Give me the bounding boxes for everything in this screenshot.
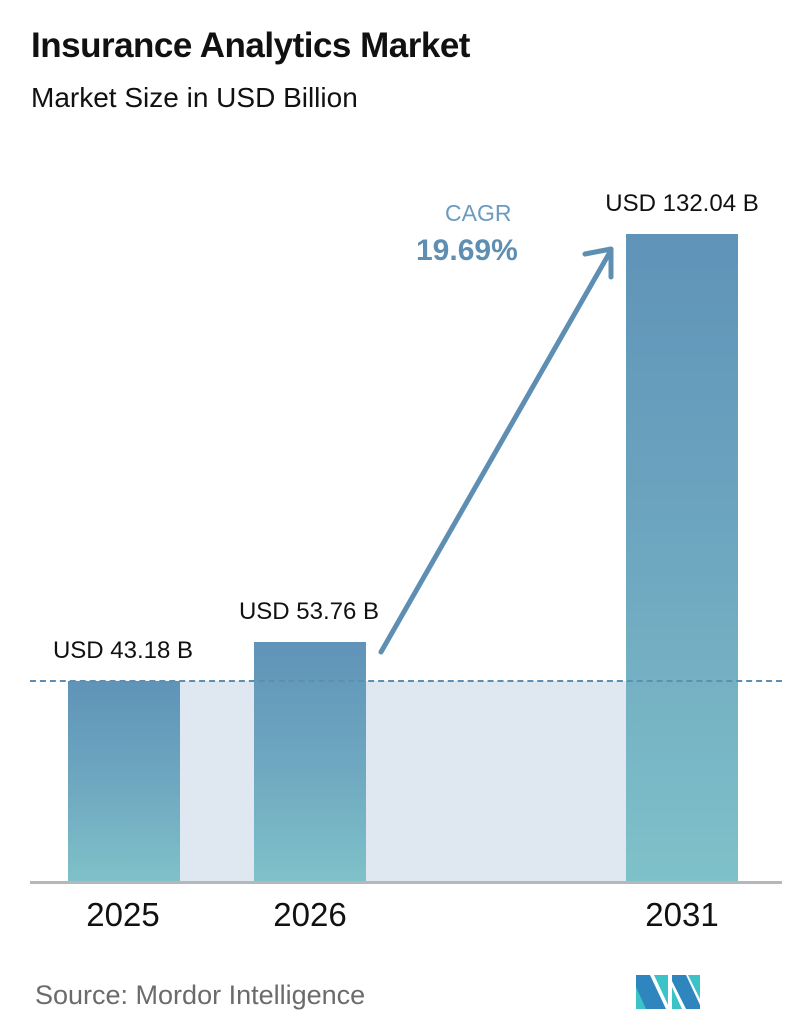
value-label-2031: USD 132.04 B — [605, 190, 759, 217]
bar-2026 — [254, 642, 366, 882]
bar-2031 — [626, 234, 738, 882]
bar-2025 — [68, 681, 180, 882]
chart-title: Insurance Analytics Market — [31, 26, 470, 65]
x-tick-2025: 2025 — [86, 896, 160, 933]
cagr-value: 19.69% — [416, 234, 518, 267]
cagr-label: CAGR — [445, 200, 512, 226]
x-tick-2031: 2031 — [645, 896, 719, 933]
mordor-intelligence-logo-icon — [636, 975, 700, 1009]
x-tick-2026: 2026 — [273, 896, 347, 933]
chart-subtitle: Market Size in USD Billion — [31, 82, 358, 113]
value-label-2025: USD 43.18 B — [52, 637, 194, 664]
reference-dashed-line — [30, 680, 782, 682]
source-text: Source: Mordor Intelligence — [35, 980, 366, 1010]
x-axis-line — [30, 881, 782, 884]
value-label-2026: USD 53.76 B — [238, 598, 380, 625]
